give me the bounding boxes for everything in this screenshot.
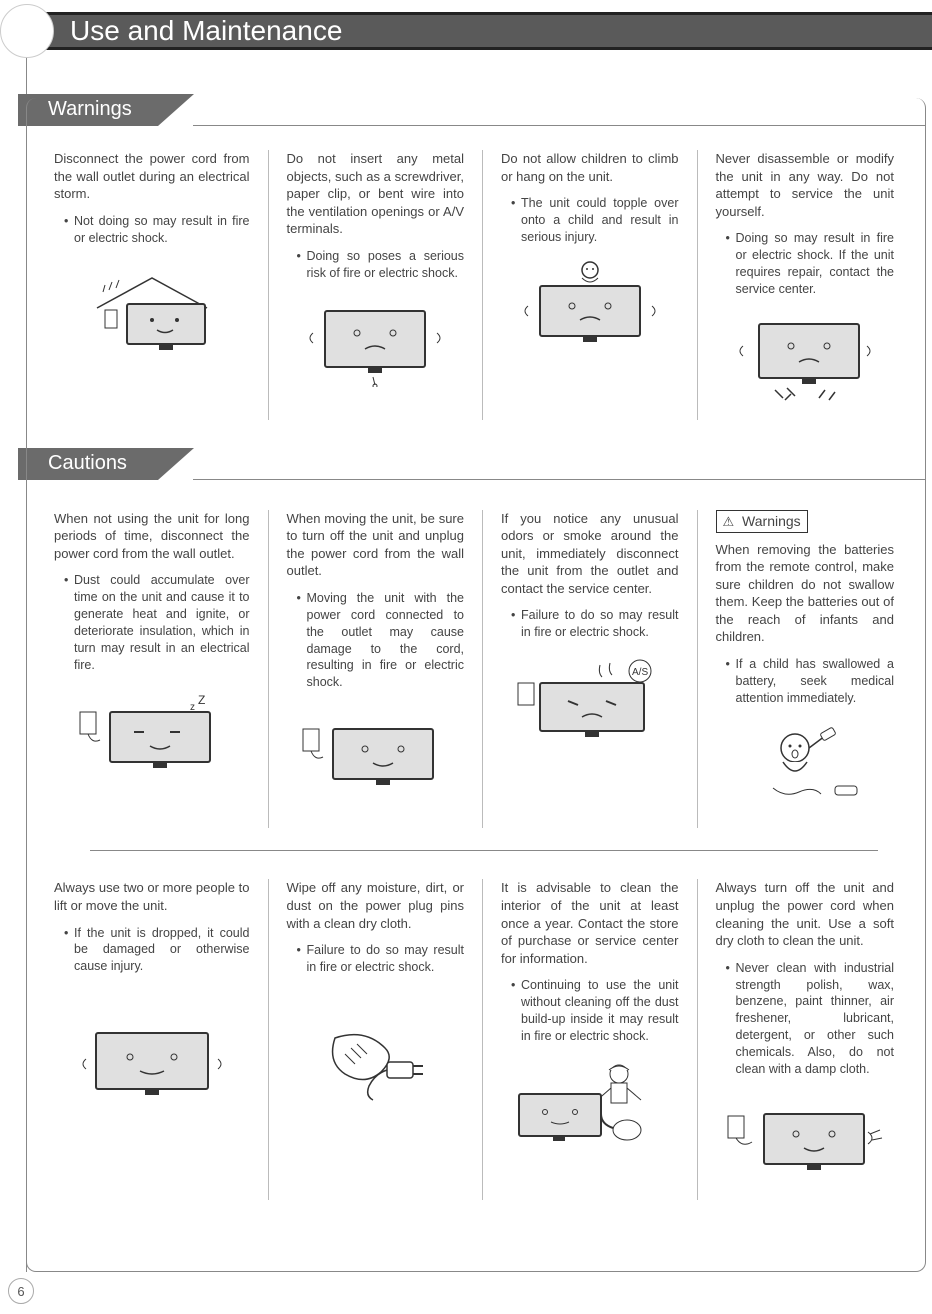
caution-r1-2-illustration	[287, 705, 465, 795]
caution-r2-4: Always turn off the unit and unplug the …	[698, 879, 913, 1199]
child-battery-icon	[725, 722, 885, 808]
warning-2-bullet: Doing so poses a serious risk of fire or…	[297, 248, 465, 282]
caution-r1-1-bullet: Dust could accumulate over time on the u…	[64, 572, 250, 673]
caution-r2-3-main: It is advisable to clean the interior of…	[501, 879, 679, 967]
caution-r1-3-bullet: Failure to do so may result in fire or e…	[511, 607, 679, 641]
cautions-tab-arrow	[158, 448, 194, 480]
move-unplug-tv-icon	[295, 707, 455, 793]
caution-r1-3: If you notice any unusual odors or smoke…	[483, 510, 698, 829]
caution-r1-4-main: When removing the batteries from the rem…	[716, 541, 895, 646]
inline-warnings-label: Warnings	[742, 513, 801, 529]
caution-r2-4-illustration	[716, 1092, 895, 1182]
svg-text:Z: Z	[198, 693, 205, 707]
lift-tv-icon	[72, 1017, 232, 1103]
cautions-row2: Always use two or more people to lift or…	[0, 859, 932, 1209]
wipe-plug-icon	[295, 1018, 455, 1104]
caution-r1-2-bullet: Moving the unit with the power cord conn…	[297, 590, 465, 691]
caution-r1-1: When not using the unit for long periods…	[54, 510, 269, 829]
warning-item-4: Never disassemble or modify the unit in …	[698, 150, 913, 420]
page-number: 6	[8, 1278, 34, 1304]
cautions-divider	[90, 850, 878, 851]
caution-r1-4-bullet: If a child has swallowed a battery, seek…	[726, 656, 895, 707]
warning-item-3: Do not allow children to climb or hang o…	[483, 150, 698, 420]
unplug-sleep-tv-icon: z Z	[72, 690, 232, 776]
child-tv-icon	[510, 258, 670, 352]
caution-r2-2-bullet: Failure to do so may result in fire or e…	[297, 942, 465, 976]
caution-r1-1-main: When not using the unit for long periods…	[54, 510, 250, 563]
caution-r1-3-main: If you notice any unusual odors or smoke…	[501, 510, 679, 598]
storm-tv-icon	[77, 260, 227, 350]
clean-unplug-tv-icon	[720, 1094, 890, 1180]
caution-r2-1-main: Always use two or more people to lift or…	[54, 879, 250, 914]
cautions-tab: Cautions	[18, 448, 158, 480]
warnings-top-line	[193, 125, 926, 126]
metal-tv-icon	[295, 293, 455, 387]
svg-text:A/S: A/S	[632, 667, 648, 678]
warning-3-main: Do not allow children to climb or hang o…	[501, 150, 679, 185]
caution-r2-1-bullet: If the unit is dropped, it could be dama…	[64, 925, 250, 976]
svg-text:z: z	[190, 702, 195, 713]
caution-r2-4-main: Always turn off the unit and unplug the …	[716, 879, 895, 949]
warning-item-1: Disconnect the power cord from the wall …	[54, 150, 269, 420]
left-vertical-line	[26, 56, 27, 1272]
warnings-header: Warnings	[18, 94, 932, 126]
caution-r2-4-bullet: Never clean with industrial strength pol…	[726, 960, 895, 1078]
cautions-top-line	[193, 479, 926, 480]
caution-r2-2-illustration	[287, 1016, 465, 1106]
title-bar: Use and Maintenance	[0, 8, 932, 54]
warning-3-bullet: The unit could topple over onto a child …	[511, 195, 679, 246]
warning-4-illustration	[716, 312, 895, 402]
manual-page: Use and Maintenance Warnings Disconnect …	[0, 8, 932, 1314]
caution-r2-3-bullet: Continuing to use the unit without clean…	[511, 977, 679, 1045]
disassemble-tv-icon	[725, 310, 885, 404]
warning-2-main: Do not insert any metal objects, such as…	[287, 150, 465, 238]
warning-1-bullet: Not doing so may result in fire or elect…	[64, 213, 250, 247]
smoke-tv-icon: A/S	[510, 657, 670, 743]
warning-1-illustration	[54, 260, 250, 350]
cautions-row1: When not using the unit for long periods…	[0, 480, 932, 839]
caution-r2-2: Wipe off any moisture, dirt, or dust on …	[269, 879, 484, 1199]
caution-r2-1-illustration	[54, 1015, 250, 1105]
warnings-grid: Disconnect the power cord from the wall …	[0, 126, 932, 430]
cautions-label: Cautions	[48, 452, 127, 474]
warning-2-illustration	[287, 295, 465, 385]
caution-r2-2-main: Wipe off any moisture, dirt, or dust on …	[287, 879, 465, 932]
warning-3-illustration	[501, 260, 679, 350]
warning-4-bullet: Doing so may result in fire or electric …	[726, 230, 895, 298]
warnings-tab-arrow	[158, 94, 194, 126]
title-circle-decoration	[0, 4, 54, 58]
cautions-header: Cautions	[18, 448, 932, 480]
caution-r2-3: It is advisable to clean the interior of…	[483, 879, 698, 1199]
warnings-tab: Warnings	[18, 94, 158, 126]
warnings-label: Warnings	[48, 98, 132, 120]
title-band: Use and Maintenance	[30, 12, 932, 50]
caution-r1-1-illustration: z Z	[54, 688, 250, 778]
caution-r1-2-main: When moving the unit, be sure to turn of…	[287, 510, 465, 580]
caution-r2-3-illustration	[501, 1059, 679, 1149]
page-number-value: 6	[17, 1284, 24, 1299]
warning-1-main: Disconnect the power cord from the wall …	[54, 150, 250, 203]
caution-r1-3-illustration: A/S	[501, 655, 679, 745]
warning-4-main: Never disassemble or modify the unit in …	[716, 150, 895, 220]
page-title: Use and Maintenance	[70, 15, 342, 47]
caution-r1-4: Warnings When removing the batteries fro…	[698, 510, 913, 829]
caution-r2-1: Always use two or more people to lift or…	[54, 879, 269, 1199]
caution-r1-2: When moving the unit, be sure to turn of…	[269, 510, 484, 829]
inline-warnings-badge: Warnings	[716, 510, 808, 533]
warning-item-2: Do not insert any metal objects, such as…	[269, 150, 484, 420]
caution-r1-4-illustration	[716, 720, 895, 810]
service-clean-icon	[505, 1058, 675, 1150]
